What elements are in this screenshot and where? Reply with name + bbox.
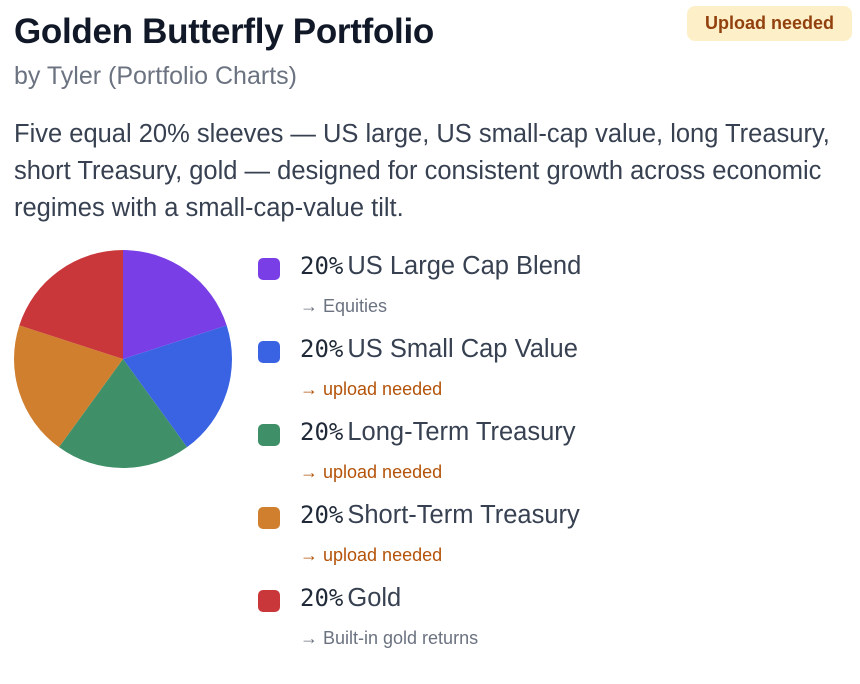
pie-slice-long-term-treasury (58, 359, 188, 468)
legend-item: 20% US Small Cap Value → upload needed (258, 335, 848, 418)
asset-name: Gold (347, 584, 402, 612)
color-swatch (258, 258, 280, 280)
asset-name: US Large Cap Blend (347, 252, 582, 280)
pie-slice-us-small-cap-value (123, 325, 232, 448)
portfolio-description: Five equal 20% sleeves — US large, US sm… (14, 120, 830, 222)
legend-item: 20% Short-Term Treasury → upload needed (258, 501, 848, 584)
legend-item: 20% Gold → Built-in gold returns (258, 584, 848, 667)
asset-note: → Built-in gold returns (300, 628, 479, 648)
asset-note: → Equities (300, 296, 388, 316)
allocation-pie-chart (13, 250, 232, 468)
allocation-percent: 20% (300, 501, 344, 529)
asset-note: → upload needed (300, 379, 443, 399)
pie-slice-short-term-treasury (13, 325, 124, 448)
page-title: Golden Butterfly Portfolio (14, 12, 434, 51)
allocation-percent: 20% (300, 584, 344, 612)
color-swatch (258, 590, 280, 612)
asset-name: Long-Term Treasury (347, 418, 576, 446)
asset-name: Short-Term Treasury (347, 501, 580, 529)
asset-note: → upload needed (300, 545, 443, 565)
allocation-percent: 20% (300, 418, 344, 446)
pie-slice-us-large-cap-blend (123, 250, 227, 359)
legend-item: 20% US Large Cap Blend → Equities (258, 252, 848, 335)
status-badge: Upload needed (686, 6, 852, 41)
author-byline: by Tyler (Portfolio Charts) (14, 62, 297, 90)
allocation-legend: 20% US Large Cap Blend → Equities 20% US S… (258, 252, 848, 667)
pie-slice-gold (19, 250, 123, 359)
asset-name: US Small Cap Value (347, 335, 578, 363)
color-swatch (258, 507, 280, 529)
allocation-percent: 20% (300, 252, 344, 280)
allocation-percent: 20% (300, 335, 344, 363)
color-swatch (258, 424, 280, 446)
color-swatch (258, 341, 280, 363)
asset-note: → upload needed (300, 462, 443, 482)
legend-item: 20% Long-Term Treasury → upload needed (258, 418, 848, 501)
